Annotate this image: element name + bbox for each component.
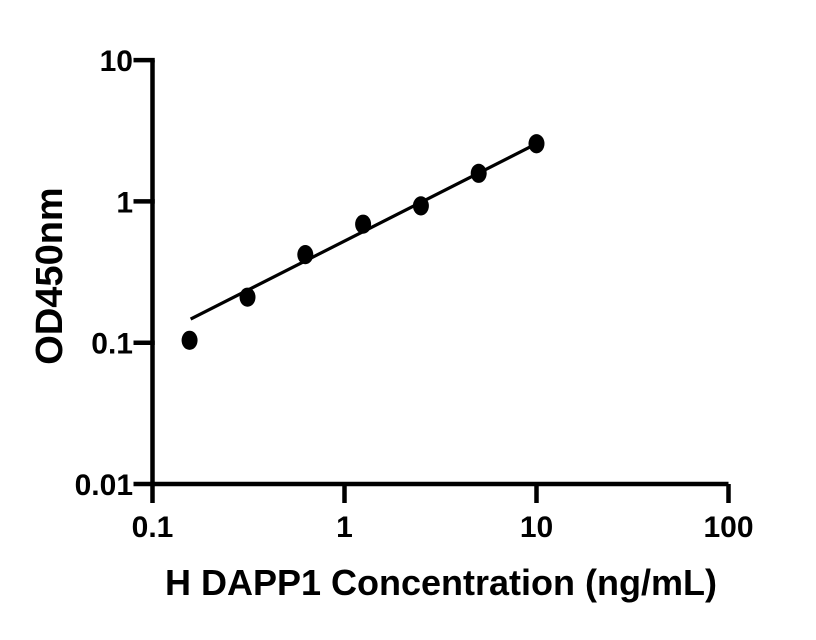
- x-axis-title: H DAPP1 Concentration (ng/mL): [165, 562, 717, 603]
- data-point: [181, 330, 198, 350]
- y-tick-label: 0.1: [91, 328, 133, 361]
- data-point: [239, 287, 256, 307]
- tick-layer: [133, 57, 731, 503]
- x-tick-label: 100: [703, 511, 753, 544]
- axes-layer: [150, 60, 729, 487]
- data-point: [528, 134, 545, 154]
- data-point: [470, 163, 487, 183]
- x-tick-label: 1: [336, 511, 353, 544]
- data-point: [355, 214, 372, 234]
- data-point: [297, 245, 314, 265]
- y-tick-label: 10: [100, 45, 133, 78]
- y-tick-label: 1: [116, 186, 133, 219]
- x-tick-label: 10: [520, 511, 553, 544]
- data-point: [412, 196, 429, 216]
- y-axis-title: OD450nm: [29, 187, 71, 364]
- x-tick-label: 0.1: [132, 511, 174, 544]
- tick-label-layer: 0.1 1 10 100 0.01 0.1 1 10: [75, 45, 754, 544]
- y-tick-label: 0.01: [75, 469, 133, 502]
- data-layer: [181, 134, 545, 350]
